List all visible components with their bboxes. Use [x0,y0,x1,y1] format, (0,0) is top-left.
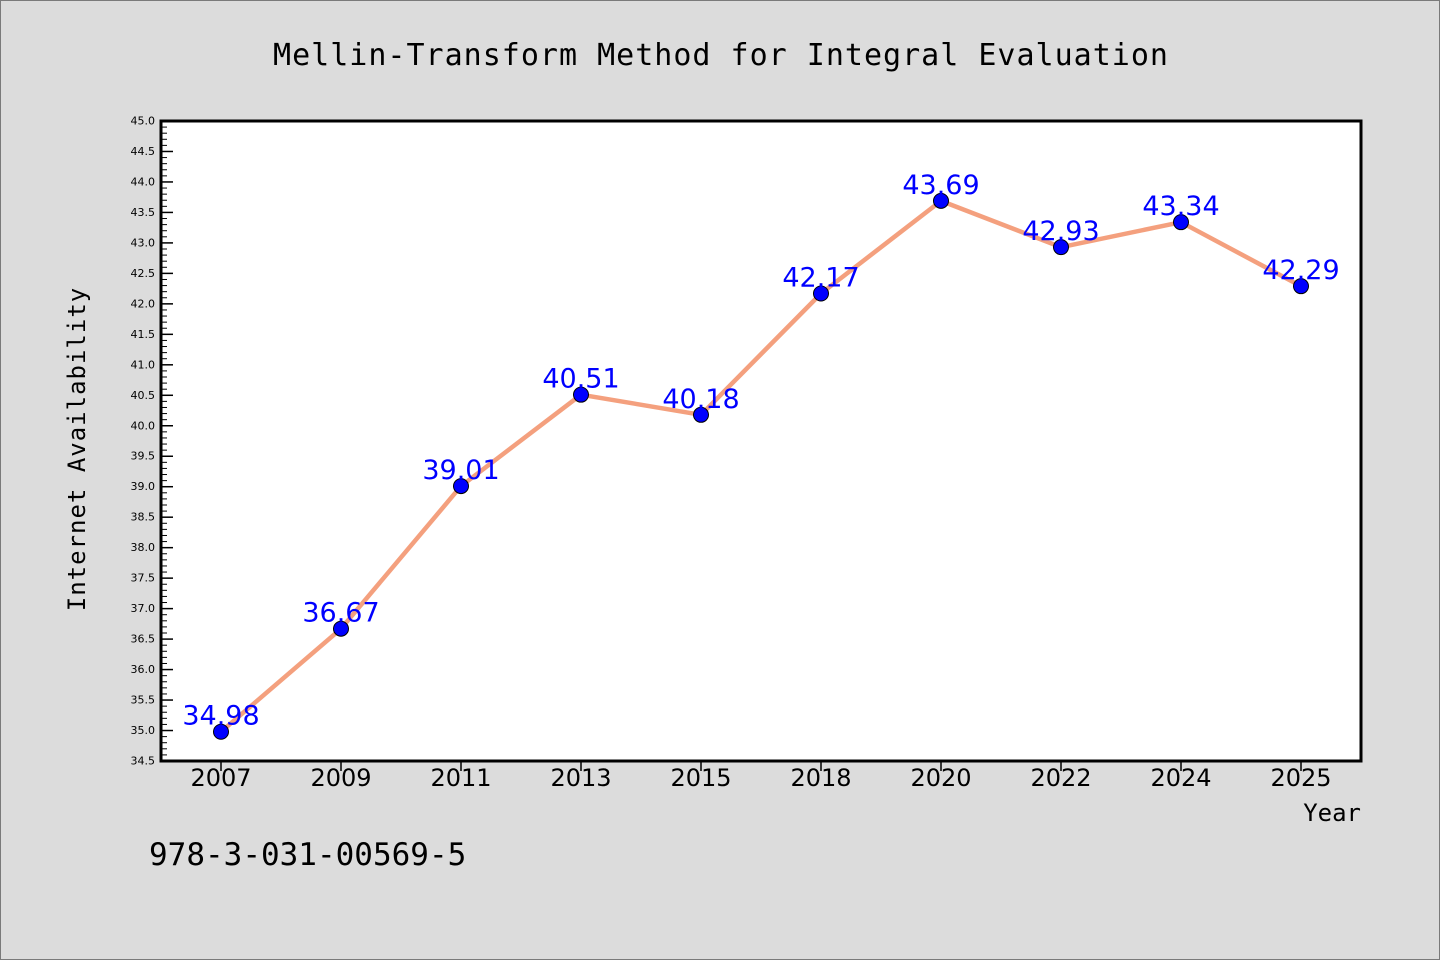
x-tick-label: 2018 [790,764,851,792]
x-tick-label: 2015 [670,764,731,792]
data-point [1293,278,1309,295]
x-tick-label: 2007 [190,764,251,792]
y-tick-label: 37.0 [131,602,156,615]
data-point [453,478,469,495]
data-label: 39.01 [422,455,499,486]
y-tick-label: 40.5 [131,389,156,402]
data-label: 42.93 [1022,216,1099,247]
y-tick-label: 37.5 [131,572,156,585]
x-tick-label: 2013 [550,764,611,792]
y-tick-label: 40.0 [131,419,156,432]
data-label: 42.29 [1262,255,1339,286]
y-tick-label: 38.5 [131,511,156,524]
x-axis-label: Year [1303,799,1361,827]
data-point [573,386,589,403]
y-tick-label: 35.0 [131,724,156,737]
y-tick-label: 36.5 [131,633,156,646]
y-tick-label: 44.0 [131,175,156,188]
data-label: 43.69 [902,170,979,201]
y-tick-label: 42.5 [131,267,156,280]
x-tick-label: 2020 [910,764,971,792]
data-point [213,723,229,740]
y-tick-label: 36.0 [131,663,156,676]
series-layer: 34.98 36.67 39.01 40.51 40.18 42.17 43.69 42.93… [182,170,1340,740]
x-tick-label: 2011 [430,764,491,792]
x-axis: 2007 2009 2011 2013 2015 2018 2020 2022 2024 2025 [190,761,1332,792]
data-label: 43.34 [1142,191,1219,222]
y-tick-label: 39.5 [131,450,156,463]
y-tick-label: 45.0 [131,115,156,128]
y-tick-label: 38.0 [131,541,156,554]
data-point [813,285,829,302]
x-tick-label: 2022 [1030,764,1091,792]
y-tick-label: 41.0 [131,358,156,371]
data-label: 36.67 [302,598,379,629]
chart-title: Mellin-Transform Method for Integral Eva… [273,38,1169,73]
data-point [693,406,709,423]
y-axis-label: Internet Availability [63,287,91,611]
data-point [1173,214,1189,231]
data-point [1053,239,1069,256]
y-tick-label: 39.0 [131,480,156,493]
data-point [333,620,349,637]
x-tick-label: 2025 [1270,764,1331,792]
isbn-text: 978-3-031-00569-5 [149,837,466,873]
data-label: 34.98 [182,701,259,732]
y-tick-label: 43.0 [131,236,156,249]
y-tick-label: 42.0 [131,297,156,310]
data-label: 42.17 [782,262,859,293]
x-tick-label: 2024 [1150,764,1211,792]
y-axis: 34.5 35.0 35.5 36.0 36.5 37.0 37.5 38.0 38.5 39.0… [131,115,173,768]
y-tick-label: 44.5 [131,145,156,158]
series-line [218,198,1304,734]
y-tick-label: 43.5 [131,206,156,219]
data-label: 40.18 [662,384,739,415]
y-tick-label: 34.5 [131,755,156,768]
y-tick-label: 35.5 [131,694,156,707]
y-tick-label: 41.5 [131,328,156,341]
data-point [933,192,949,209]
data-label: 40.51 [542,364,619,395]
x-tick-label: 2009 [310,764,371,792]
